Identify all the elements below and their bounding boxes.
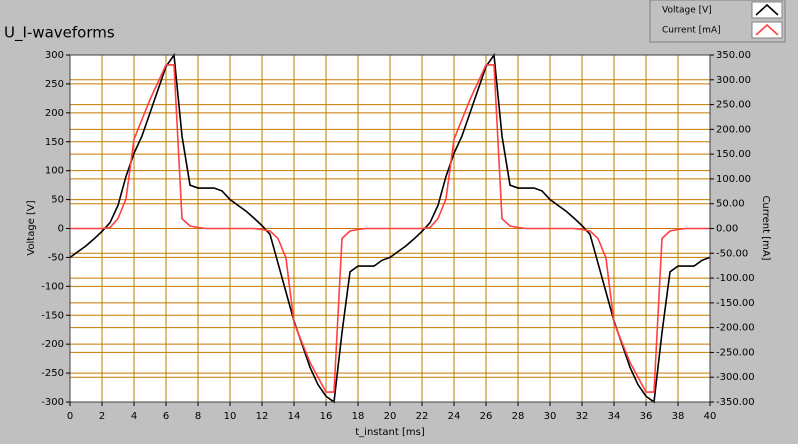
x-tick-label: 4 <box>131 411 137 422</box>
x-tick-label: 12 <box>256 411 269 422</box>
y-tick-label: 300 <box>45 50 64 61</box>
y-tick-label: -250 <box>41 368 64 379</box>
x-tick-label: 0 <box>67 411 73 422</box>
x-tick-label: 18 <box>352 411 365 422</box>
y2-tick-label: 100.00 <box>716 174 751 185</box>
y2-tick-label: 350.00 <box>716 50 751 61</box>
x-tick-label: 26 <box>480 411 493 422</box>
x-tick-label: 24 <box>448 411 461 422</box>
legend-line <box>755 23 779 36</box>
x-tick-label: 36 <box>640 411 653 422</box>
x-tick-label: 8 <box>195 411 201 422</box>
x-tick-label: 14 <box>288 411 301 422</box>
y-tick-label: 150 <box>45 137 64 148</box>
y2-axis-label: Current [mA] <box>760 195 771 260</box>
y-tick-label: 0 <box>58 224 64 235</box>
y-tick-label: 200 <box>45 108 64 119</box>
legend-entries: Voltage [V] Current [mA] <box>662 1 783 39</box>
x-tick-label: 28 <box>512 411 525 422</box>
y2-tick-label: 200.00 <box>716 124 751 135</box>
y-tick-label: 100 <box>45 166 64 177</box>
x-tick-label: 16 <box>320 411 333 422</box>
y2-tick-label: -50.00 <box>716 248 748 259</box>
y-tick-label: -300 <box>41 397 64 408</box>
x-tick-label: 32 <box>576 411 589 422</box>
x-tick-label: 30 <box>544 411 557 422</box>
legend-swatch <box>751 21 783 39</box>
legend-line <box>755 3 779 16</box>
y-tick-label: -150 <box>41 310 64 321</box>
y2-tick-label: -350.00 <box>716 397 755 408</box>
y2-tick-label: -150.00 <box>716 298 755 309</box>
legend-swatch <box>751 1 783 19</box>
y-tick-label: 250 <box>45 79 64 90</box>
series-line <box>70 64 710 393</box>
legend-label: Current [mA] <box>662 26 721 36</box>
y-tick-label: -200 <box>41 339 64 350</box>
y2-tick-label: 150.00 <box>716 149 751 160</box>
y2-tick-label: -300.00 <box>716 372 755 383</box>
legend-label: Voltage [V] <box>662 6 712 16</box>
y2-tick-label: 250.00 <box>716 100 751 111</box>
y2-tick-label: -100.00 <box>716 273 755 284</box>
chart-title: U_I-waveforms <box>4 24 115 43</box>
y-tick-label: -100 <box>41 281 64 292</box>
x-axis-label: t_instant [ms] <box>355 427 425 438</box>
y-axis-label: Voltage [V] <box>26 200 37 255</box>
x-tick-label: 38 <box>672 411 685 422</box>
lines <box>69 52 711 404</box>
y-tick-label: -50 <box>48 252 64 263</box>
y2-tick-label: 0.00 <box>716 224 738 235</box>
x-tick-label: 10 <box>224 411 237 422</box>
x-tick-label: 2 <box>99 411 105 422</box>
x-tick-label: 22 <box>416 411 429 422</box>
y2-tick-label: -200.00 <box>716 323 755 334</box>
x-tick-label: 34 <box>608 411 621 422</box>
y2-tick-label: -250.00 <box>716 347 755 358</box>
x-tick-label: 40 <box>704 411 717 422</box>
x-tick-label: 6 <box>163 411 169 422</box>
y2-tick-label: 50.00 <box>716 199 745 210</box>
y2-tick-label: 300.00 <box>716 75 751 86</box>
series-line <box>69 52 711 404</box>
y-tick-label: 50 <box>51 195 64 206</box>
x-tick-label: 20 <box>384 411 397 422</box>
